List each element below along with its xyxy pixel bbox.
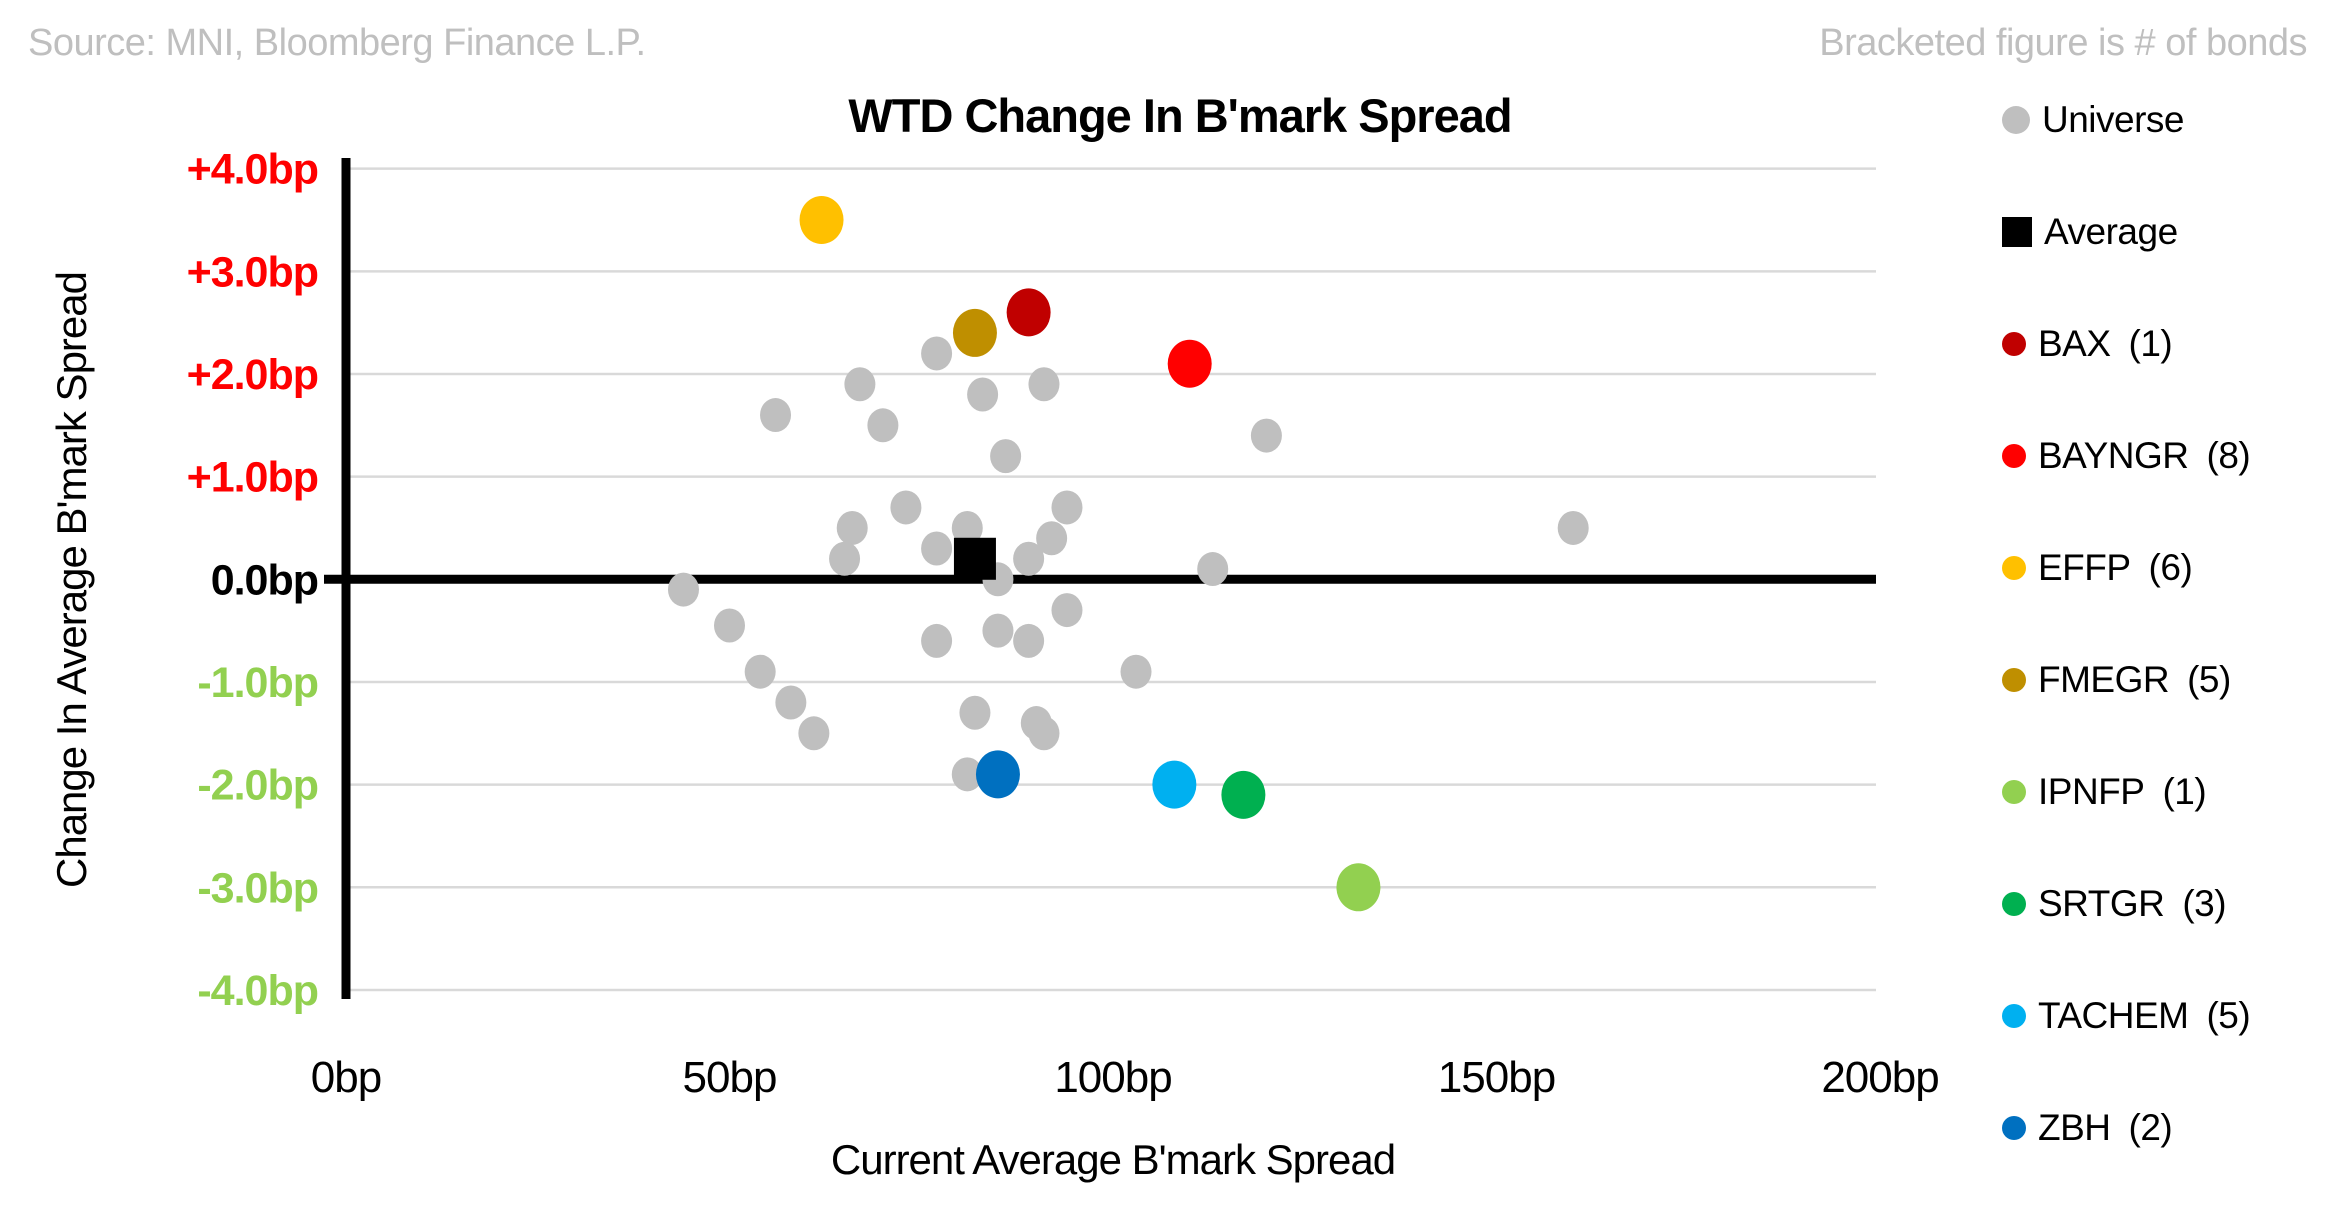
x-tick-label-100: 100bp xyxy=(1054,1053,1171,1102)
x-tick-label-0: 0bp xyxy=(311,1053,381,1102)
point-tachem xyxy=(1152,760,1197,809)
legend-item-zbh: ZBH (2) xyxy=(2002,1106,2173,1150)
point-universe-29 xyxy=(1120,654,1152,689)
legend-marker-bax-dot-icon xyxy=(2002,332,2026,356)
point-universe-17 xyxy=(921,531,953,566)
x-tick-label-150: 150bp xyxy=(1438,1053,1555,1102)
point-universe-11 xyxy=(990,439,1022,474)
chart-title: WTD Change In B'mark Spread xyxy=(848,89,1512,142)
y-tick-label--3: -3.0bp xyxy=(197,864,318,912)
point-universe-5 xyxy=(760,398,792,433)
point-universe-18 xyxy=(829,541,861,576)
point-universe-27 xyxy=(1028,716,1060,751)
point-universe-3 xyxy=(775,685,807,720)
legend-item-tachem: TACHEM (5) xyxy=(2002,994,2251,1038)
point-universe-25 xyxy=(959,695,991,730)
legend-item-universe: Universe xyxy=(2002,98,2185,142)
point-universe-14 xyxy=(836,510,868,545)
x-tick-label-200: 200bp xyxy=(1821,1053,1938,1102)
y-tick-label-1: +1.0bp xyxy=(187,454,318,502)
point-universe-32 xyxy=(1557,510,1589,545)
point-fmegr xyxy=(952,308,997,357)
legend-marker-ipnfp-dot-icon xyxy=(2002,780,2026,804)
legend: Universe Average BAX (1) BAYNGR (8) EFFP (6)… xyxy=(2002,0,2322,1219)
point-ipnfp xyxy=(1336,863,1381,912)
point-universe-16 xyxy=(1036,521,1068,556)
point-bayngr xyxy=(1167,339,1212,388)
point-universe-0 xyxy=(667,572,699,607)
legend-label-ipnfp: IPNFP (1) xyxy=(2038,771,2207,812)
source-note: Source: MNI, Bloomberg Finance L.P. xyxy=(28,22,646,64)
point-universe-6 xyxy=(844,367,876,402)
point-universe-19 xyxy=(1013,541,1045,576)
legend-label-universe: Universe xyxy=(2042,99,2185,140)
point-universe-28 xyxy=(951,757,983,792)
point-universe-12 xyxy=(890,490,922,525)
legend-marker-tachem-dot-icon xyxy=(2002,1004,2026,1028)
point-universe-1 xyxy=(714,608,745,643)
legend-marker-fmegr-dot-icon xyxy=(2002,668,2026,692)
legend-label-average: Average xyxy=(2044,211,2178,252)
point-universe-21 xyxy=(1051,593,1083,628)
point-universe-23 xyxy=(921,623,953,658)
point-universe-31 xyxy=(1250,418,1282,453)
legend-label-bayngr: BAYNGR (8) xyxy=(2038,435,2251,476)
y-tick-label--4: -4.0bp xyxy=(197,967,318,1015)
point-srtgr xyxy=(1221,770,1266,819)
legend-marker-srtgr-dot-icon xyxy=(2002,892,2026,916)
legend-label-zbh: ZBH (2) xyxy=(2038,1107,2173,1148)
point-universe-10 xyxy=(1028,367,1060,402)
legend-marker-universe-dot-icon xyxy=(2002,106,2030,134)
y-tick-label-0: 0.0bp xyxy=(211,556,318,604)
y-tick-label--2: -2.0bp xyxy=(197,762,318,810)
legend-marker-effp-dot-icon xyxy=(2002,556,2026,580)
point-universe-2 xyxy=(744,654,776,689)
legend-label-tachem: TACHEM (5) xyxy=(2038,995,2251,1036)
point-universe-30 xyxy=(1197,552,1229,587)
legend-label-effp: EFFP (6) xyxy=(2038,547,2193,588)
point-universe-13 xyxy=(1051,490,1083,525)
legend-label-srtgr: SRTGR (3) xyxy=(2038,883,2227,924)
point-universe-24 xyxy=(1013,623,1045,658)
y-tick-label-3: +3.0bp xyxy=(187,248,318,296)
y-tick-label-2: +2.0bp xyxy=(187,351,318,399)
point-universe-22 xyxy=(982,613,1014,648)
y-tick-label--1: -1.0bp xyxy=(197,659,318,707)
legend-item-fmegr: FMEGR (5) xyxy=(2002,658,2231,702)
legend-label-bax: BAX (1) xyxy=(2038,323,2173,364)
point-average xyxy=(953,537,996,580)
legend-label-fmegr: FMEGR (5) xyxy=(2038,659,2231,700)
legend-item-bayngr: BAYNGR (8) xyxy=(2002,434,2251,478)
bracket-note: Bracketed figure is # of bonds xyxy=(1819,22,2307,64)
point-effp xyxy=(799,195,844,244)
legend-marker-bayngr-dot-icon xyxy=(2002,444,2026,468)
y-tick-label-4: +4.0bp xyxy=(187,146,318,194)
x-tick-label-50: 50bp xyxy=(683,1053,777,1102)
legend-item-average: Average xyxy=(2002,210,2178,254)
point-bax xyxy=(1006,288,1051,337)
point-universe-7 xyxy=(867,408,899,443)
point-universe-4 xyxy=(798,716,830,751)
legend-item-bax: BAX (1) xyxy=(2002,322,2173,366)
legend-item-srtgr: SRTGR (3) xyxy=(2002,882,2227,926)
point-zbh xyxy=(975,750,1020,799)
legend-marker-zbh-dot-icon xyxy=(2002,1116,2026,1140)
point-universe-15 xyxy=(951,510,983,545)
point-universe-9 xyxy=(967,377,999,412)
x-axis-title: Current Average B'mark Spread xyxy=(830,1136,1396,1183)
legend-marker-average-square-icon xyxy=(2002,217,2032,247)
legend-item-ipnfp: IPNFP (1) xyxy=(2002,770,2207,814)
point-universe-8 xyxy=(921,336,953,371)
legend-item-effp: EFFP (6) xyxy=(2002,546,2193,590)
